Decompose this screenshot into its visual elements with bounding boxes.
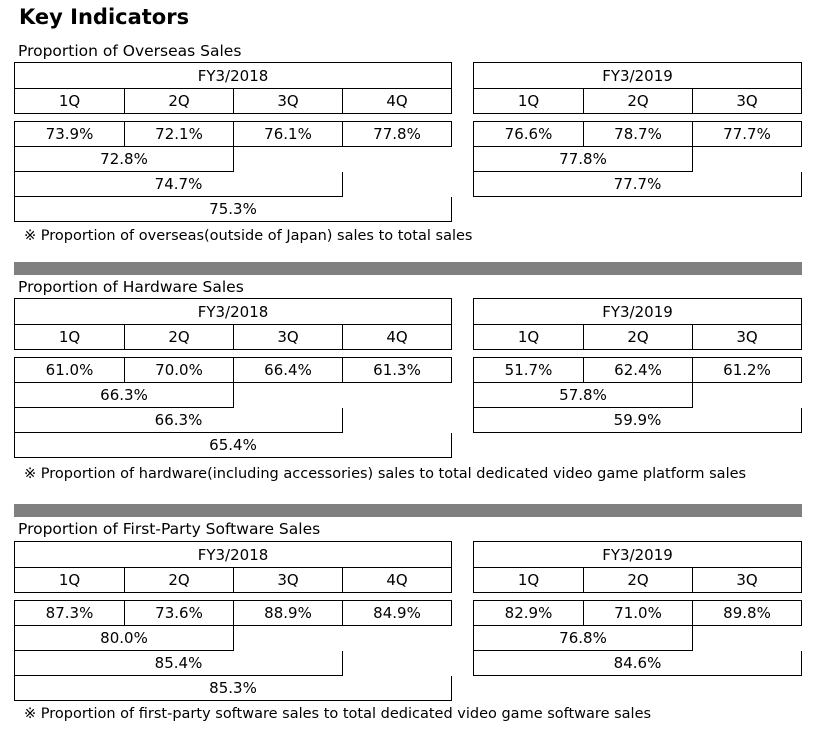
quarter-value: 62.4% xyxy=(584,357,693,383)
half-year-value: 80.0% xyxy=(14,626,234,651)
quarter-value: 72.1% xyxy=(125,121,234,147)
quarter-value: 89.8% xyxy=(693,600,802,626)
quarter-value: 73.6% xyxy=(125,600,234,626)
three-quarter-value: 59.9% xyxy=(473,408,802,433)
half-year-value: 76.8% xyxy=(473,626,693,651)
quarter-value: 61.0% xyxy=(14,357,125,383)
fy-header: FY3/2018 xyxy=(14,541,452,568)
fy-header: FY3/2018 xyxy=(14,298,452,325)
three-quarter-value: 77.7% xyxy=(473,172,802,197)
full-year-value: 75.3% xyxy=(14,197,452,222)
quarter-value: 87.3% xyxy=(14,600,125,626)
section-title-first-party-software: Proportion of First-Party Software Sales xyxy=(18,520,321,538)
quarter-value: 70.0% xyxy=(125,357,234,383)
quarter-value: 76.6% xyxy=(473,121,584,147)
section-divider xyxy=(14,262,802,275)
full-year-value: 85.3% xyxy=(14,676,452,701)
half-year-value: 77.8% xyxy=(473,147,693,172)
section-divider xyxy=(14,504,802,517)
quarter-header: 2Q xyxy=(125,568,234,593)
full-year-value: 65.4% xyxy=(14,433,452,458)
three-quarter-value: 84.6% xyxy=(473,651,802,676)
quarter-value: 84.9% xyxy=(343,600,452,626)
quarter-header: 4Q xyxy=(343,325,452,350)
quarter-header: 1Q xyxy=(14,89,125,114)
quarter-value: 77.8% xyxy=(343,121,452,147)
section-title-overseas: Proportion of Overseas Sales xyxy=(18,42,242,60)
quarter-header: 3Q xyxy=(693,89,802,114)
section-title-hardware: Proportion of Hardware Sales xyxy=(18,278,244,296)
quarter-header: 2Q xyxy=(584,568,693,593)
quarter-header: 3Q xyxy=(234,568,343,593)
quarter-header: 3Q xyxy=(693,568,802,593)
quarter-value: 88.9% xyxy=(234,600,343,626)
three-quarter-value: 85.4% xyxy=(14,651,343,676)
quarter-value: 51.7% xyxy=(473,357,584,383)
quarter-value: 61.2% xyxy=(693,357,802,383)
quarter-value: 82.9% xyxy=(473,600,584,626)
quarter-header: 3Q xyxy=(693,325,802,350)
three-quarter-value: 66.3% xyxy=(14,408,343,433)
quarter-value: 76.1% xyxy=(234,121,343,147)
quarter-value: 77.7% xyxy=(693,121,802,147)
half-year-value: 57.8% xyxy=(473,383,693,408)
quarter-header: 1Q xyxy=(14,325,125,350)
half-year-value: 66.3% xyxy=(14,383,234,408)
quarter-header: 1Q xyxy=(473,325,584,350)
quarter-header: 1Q xyxy=(473,89,584,114)
footnote: ※ Proportion of hardware(including acces… xyxy=(24,466,747,482)
quarter-header: 2Q xyxy=(125,89,234,114)
quarter-value: 66.4% xyxy=(234,357,343,383)
quarter-header: 3Q xyxy=(234,89,343,114)
fy-header: FY3/2019 xyxy=(473,298,802,325)
quarter-value: 73.9% xyxy=(14,121,125,147)
three-quarter-value: 74.7% xyxy=(14,172,343,197)
quarter-header: 2Q xyxy=(584,325,693,350)
quarter-header: 4Q xyxy=(343,568,452,593)
page-title: Key Indicators xyxy=(19,5,190,29)
footnote: ※ Proportion of first-party software sal… xyxy=(24,706,652,722)
quarter-header: 3Q xyxy=(234,325,343,350)
quarter-header: 1Q xyxy=(473,568,584,593)
quarter-header: 2Q xyxy=(125,325,234,350)
quarter-header: 1Q xyxy=(14,568,125,593)
fy-header: FY3/2018 xyxy=(14,62,452,89)
quarter-header: 4Q xyxy=(343,89,452,114)
fy-header: FY3/2019 xyxy=(473,541,802,568)
fy-header: FY3/2019 xyxy=(473,62,802,89)
half-year-value: 72.8% xyxy=(14,147,234,172)
quarter-value: 61.3% xyxy=(343,357,452,383)
quarter-value: 78.7% xyxy=(584,121,693,147)
footnote: ※ Proportion of overseas(outside of Japa… xyxy=(24,228,473,244)
quarter-header: 2Q xyxy=(584,89,693,114)
quarter-value: 71.0% xyxy=(584,600,693,626)
